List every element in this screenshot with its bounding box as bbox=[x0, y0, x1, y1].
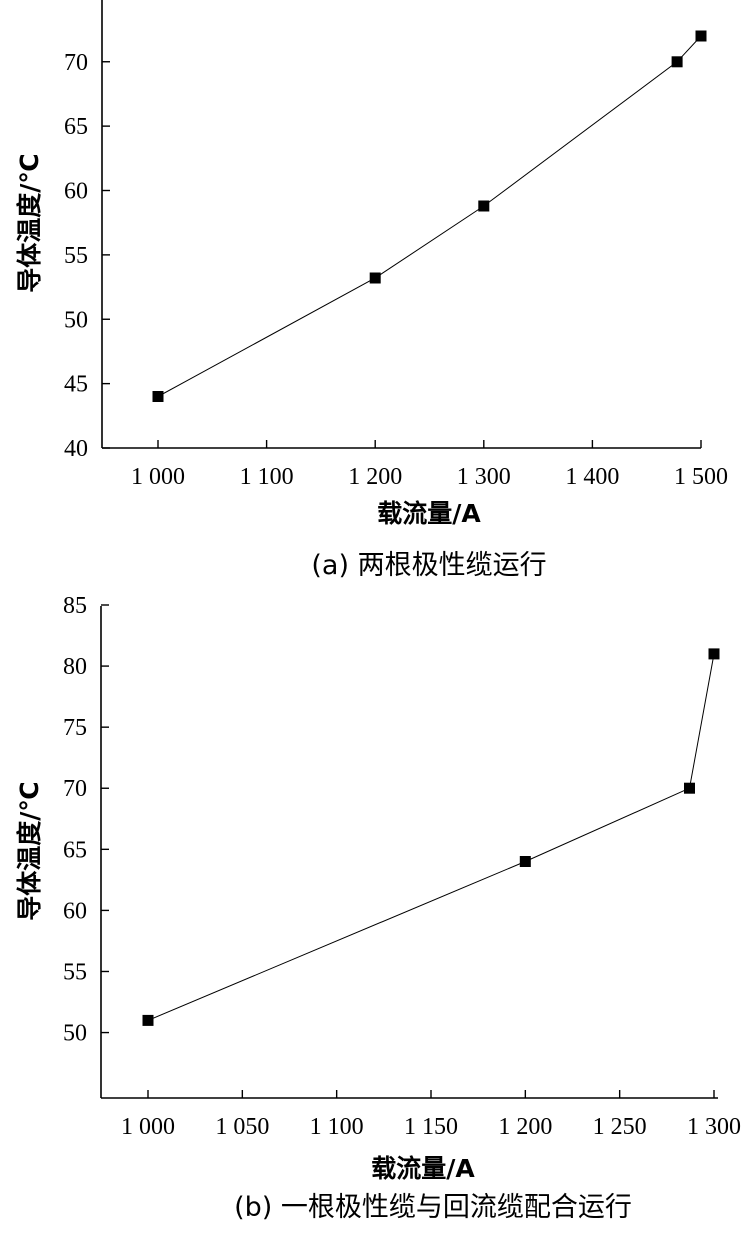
chart-b-x-tick-label: 1 300 bbox=[687, 1114, 741, 1140]
chart-b-data-point bbox=[708, 648, 720, 660]
chart-a-xlabel: 载流量/A bbox=[377, 499, 481, 528]
chart-b-y-tick-label: 75 bbox=[63, 715, 87, 741]
chart-b-series-line bbox=[147, 653, 715, 1021]
chart-b-plot: 50 55 60 65 70 75 80 85 1 000 1 050 1 100 1 150 1 20… bbox=[63, 593, 741, 1140]
chart-b-data-point bbox=[684, 782, 695, 794]
chart-a-series-line bbox=[157, 35, 702, 397]
chart-a-plot: 40 45 50 55 60 65 70 1 000 1 100 1 200 1 300 1 400 1… bbox=[64, 0, 728, 490]
chart-b: 50 55 60 65 70 75 80 85 1 000 1 050 1 100 1 150 1 20… bbox=[15, 593, 741, 1223]
chart-a-data-point bbox=[695, 30, 707, 42]
chart-a-caption: (a) 两根极性缆运行 bbox=[311, 550, 546, 581]
chart-a-y-tick-label: 50 bbox=[64, 307, 88, 333]
chart-a-y-tick-label: 40 bbox=[64, 436, 88, 462]
chart-a-x-tick-label: 1 400 bbox=[565, 464, 619, 490]
chart-a-data-point bbox=[478, 200, 490, 212]
chart-b-y-tick-label: 50 bbox=[63, 1021, 87, 1047]
chart-a-data-point bbox=[152, 391, 164, 402]
chart-a-y-tick-label: 70 bbox=[64, 50, 88, 76]
chart-a-x-tick-label: 1 500 bbox=[674, 464, 728, 490]
chart-b-y-tick-label: 55 bbox=[63, 959, 87, 985]
chart-b-x-tick-label: 1 250 bbox=[593, 1114, 647, 1140]
chart-b-y-tick-label: 65 bbox=[63, 837, 87, 863]
chart-a-y-tick-label: 45 bbox=[64, 372, 88, 398]
chart-b-data-point bbox=[519, 856, 531, 867]
chart-b-y-tick-label: 70 bbox=[63, 776, 87, 802]
chart-a-x-tick-label: 1 200 bbox=[348, 464, 402, 490]
chart-b-y-tick-label: 80 bbox=[63, 654, 87, 680]
chart-a: 40 45 50 55 60 65 70 1 000 1 100 1 200 1 300 1 400 1… bbox=[15, 0, 728, 581]
chart-b-xlabel: 载流量/A bbox=[371, 1154, 475, 1183]
chart-b-x-tick-label: 1 000 bbox=[121, 1114, 175, 1140]
chart-a-y-tick-label: 65 bbox=[64, 114, 88, 140]
chart-b-x-tick-label: 1 150 bbox=[404, 1114, 458, 1140]
chart-a-x-tick-label: 1 000 bbox=[131, 464, 185, 490]
chart-a-data-point bbox=[369, 272, 381, 284]
chart-a-ylabel: 导体温度/℃ bbox=[15, 153, 44, 292]
chart-b-x-tick-label: 1 050 bbox=[215, 1114, 269, 1140]
chart-b-caption: (b) 一根极性缆与回流缆配合运行 bbox=[234, 1192, 632, 1223]
chart-a-y-tick-label: 60 bbox=[64, 179, 88, 205]
chart-b-data-point bbox=[142, 1014, 154, 1026]
chart-b-x-tick-label: 1 200 bbox=[498, 1114, 552, 1140]
chart-b-x-tick-label: 1 100 bbox=[310, 1114, 364, 1140]
chart-a-x-tick-label: 1 300 bbox=[457, 464, 511, 490]
chart-a-data-point bbox=[671, 56, 683, 68]
chart-b-ylabel: 导体温度/℃ bbox=[15, 781, 44, 920]
chart-b-y-tick-label: 60 bbox=[63, 898, 87, 924]
chart-a-x-tick-label: 1 100 bbox=[240, 464, 294, 490]
chart-a-y-tick-label: 55 bbox=[64, 243, 88, 269]
chart-b-y-tick-label: 85 bbox=[63, 593, 87, 619]
